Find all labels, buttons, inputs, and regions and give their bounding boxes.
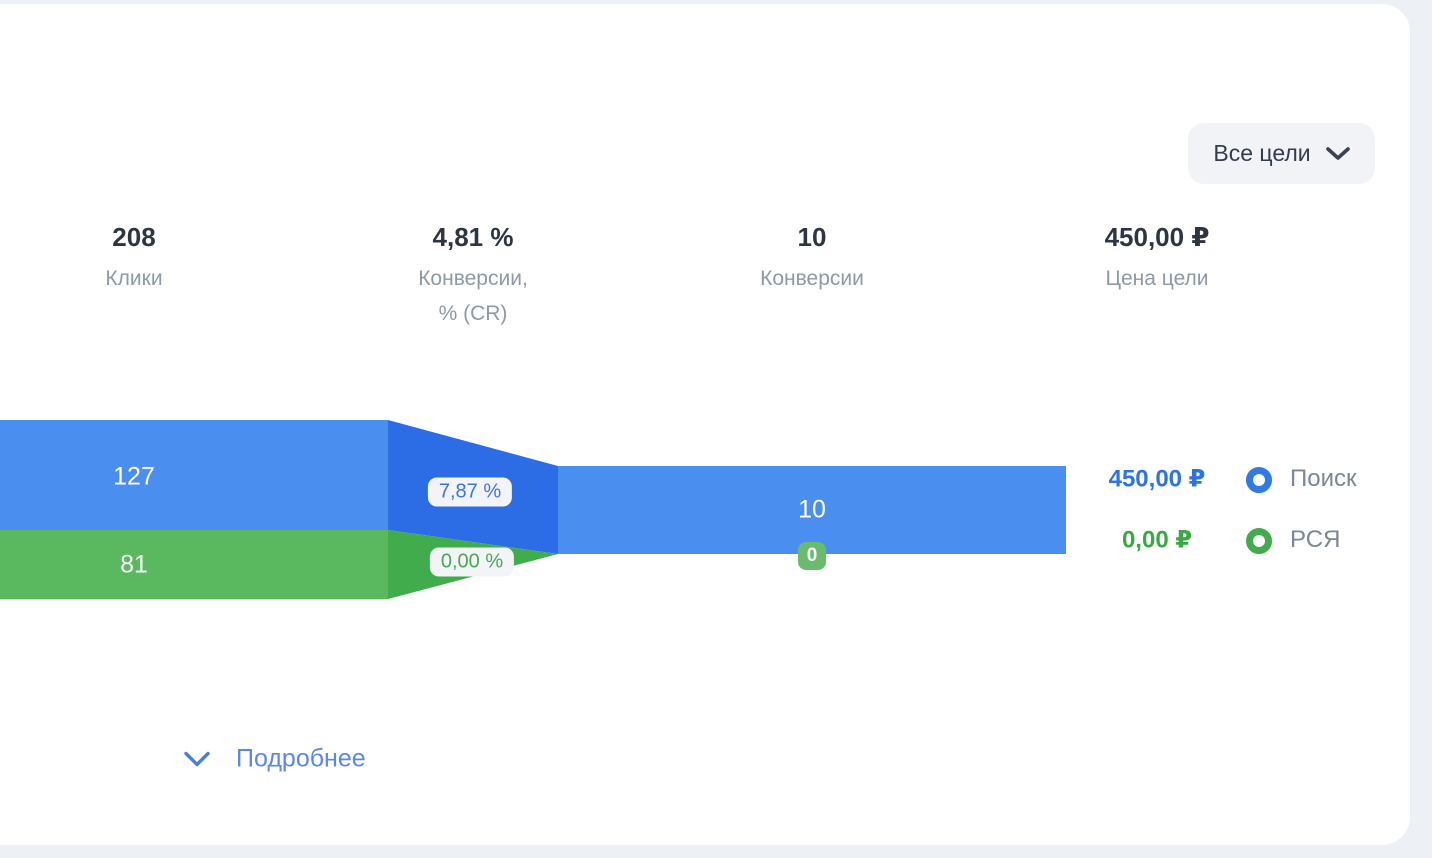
details-link-label: Подробнее (236, 744, 366, 773)
chevron-down-icon (183, 751, 211, 768)
metric-cr: 4,81 % Конверсии, % (CR) (418, 222, 528, 331)
metric-clicks-value: 208 (112, 222, 156, 252)
details-toggle-link[interactable]: Подробнее (183, 745, 366, 774)
legend-label-search: Поиск (1290, 465, 1357, 492)
funnel-chart (0, 420, 1066, 599)
funnel-badge-cr-search: 7,87 % (427, 477, 513, 507)
funnel-badge-conversions-network: 0 (798, 542, 826, 570)
metric-cr-label: Конверсии, % (CR) (418, 267, 528, 325)
funnel-bar-clicks-network (0, 530, 388, 599)
goal-filter-label: Все цели (1213, 140, 1311, 166)
chevron-down-icon (1325, 146, 1350, 161)
funnel-value-clicks-search: 127 (113, 462, 155, 491)
metric-goal-cost-label: Цена цели (1105, 267, 1209, 290)
legend-label-network: РСЯ (1290, 526, 1341, 553)
legend-value-search: 450,00 ₽ (1108, 465, 1206, 493)
metric-goal-cost-value: 450,00 ₽ (1104, 222, 1210, 252)
funnel-bar-conversions-search (558, 466, 1066, 554)
funnel-value-clicks-network: 81 (120, 550, 148, 579)
funnel-value-conversions-search: 10 (798, 495, 826, 524)
goal-filter-dropdown[interactable]: Все цели (1188, 123, 1375, 184)
metric-conversions: 10 Конверсии (760, 222, 864, 296)
funnel-badge-cr-network: 0,00 % (429, 547, 515, 577)
search-series-icon (1246, 467, 1272, 493)
metric-conversions-label: Конверсии (760, 267, 864, 290)
metric-conversions-value: 10 (797, 222, 827, 252)
metric-goal-cost: 450,00 ₽ Цена цели (1105, 222, 1210, 296)
metric-cr-value: 4,81 % (432, 222, 514, 252)
metric-clicks-label: Клики (105, 267, 163, 290)
network-series-icon (1246, 528, 1272, 554)
metric-clicks: 208 Клики (105, 222, 162, 296)
legend-value-network: 0,00 ₽ (1121, 526, 1193, 554)
funnel-bar-clicks-search (0, 420, 388, 530)
